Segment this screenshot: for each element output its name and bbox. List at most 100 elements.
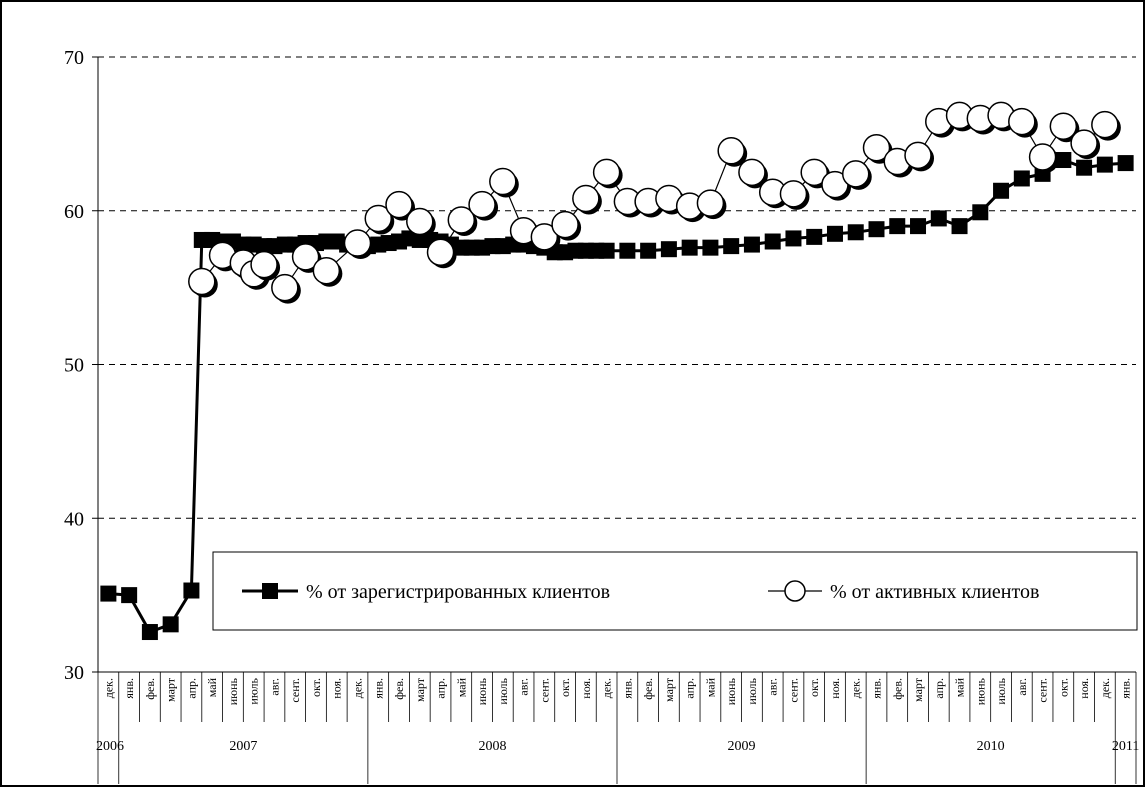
active-point: [530, 223, 559, 251]
active-point: [1028, 143, 1057, 171]
x-month-label: авг.: [517, 678, 531, 696]
registered-point: [1076, 159, 1093, 176]
active-point: [188, 267, 216, 296]
active-point: [1070, 129, 1098, 157]
registered-point: [1055, 152, 1072, 169]
y-tick-label: 70: [64, 47, 84, 69]
registered-point: [1096, 156, 1113, 173]
x-month-label: фев.: [641, 678, 655, 700]
active-point: [385, 190, 413, 219]
x-month-label: сент.: [786, 678, 800, 703]
active-point: [696, 189, 725, 217]
registered-point: [972, 204, 989, 221]
x-month-label: ноя.: [1077, 678, 1091, 699]
x-month-label: июль: [496, 677, 510, 704]
x-month-label: дек.: [600, 678, 614, 698]
x-month-label: май: [953, 677, 967, 697]
registered-point: [183, 582, 200, 599]
active-point: [779, 180, 808, 208]
registered-point: [743, 236, 760, 253]
x-month-label: апр.: [683, 678, 697, 699]
registered-point: [702, 239, 719, 256]
active-point: [250, 250, 278, 279]
active-point: [904, 141, 932, 170]
registered-point: [764, 233, 781, 250]
x-month-label: ноя.: [828, 678, 842, 699]
registered-point: [993, 182, 1010, 199]
active-point: [1091, 110, 1119, 139]
x-month-label: апр.: [184, 678, 198, 699]
x-month-label: янв.: [371, 678, 385, 699]
x-month-label: март: [911, 677, 925, 702]
registered-point: [889, 218, 906, 235]
x-month-label: июль: [994, 677, 1008, 704]
x-month-label: март: [662, 677, 676, 702]
x-month-label: дек.: [1098, 678, 1112, 698]
x-month-label: апр.: [434, 678, 448, 699]
x-month-label: сент.: [1036, 678, 1050, 703]
x-month-label: апр.: [932, 678, 946, 699]
x-month-label: дек.: [101, 678, 115, 698]
y-tick-label: 50: [64, 355, 84, 377]
registered-point: [598, 242, 615, 259]
registered-point: [723, 238, 740, 255]
active-point: [862, 133, 891, 162]
x-month-label: фев.: [392, 678, 406, 700]
x-month-label: июль: [745, 677, 759, 704]
registered-point: [806, 228, 823, 245]
x-month-label: авг.: [1015, 678, 1029, 696]
registered-point: [930, 210, 947, 227]
registered-point: [868, 221, 885, 238]
x-month-label: март: [164, 677, 178, 702]
registered-point: [121, 587, 138, 604]
x-month-label: окт.: [1056, 678, 1070, 697]
legend-box: [212, 551, 1138, 631]
registered-point: [681, 239, 698, 256]
x-month-label: фев.: [890, 678, 904, 700]
x-month-label: май: [205, 677, 219, 697]
active-point: [551, 210, 579, 239]
registered-point: [826, 225, 843, 242]
x-year-label: 2006: [96, 739, 124, 754]
registered-point: [640, 242, 657, 259]
x-month-label: авг.: [766, 678, 780, 696]
y-tick-label: 30: [64, 662, 84, 684]
x-month-label: сент.: [288, 678, 302, 703]
x-month-label: июнь: [226, 677, 240, 705]
x-month-label: авг.: [267, 678, 281, 696]
x-year-label: 2011: [1112, 739, 1139, 754]
active-point: [406, 207, 434, 236]
active-point: [800, 158, 828, 187]
registered-point: [162, 616, 179, 633]
x-year-label: 2007: [229, 739, 257, 754]
x-year-label: 2009: [728, 739, 756, 754]
x-month-label: ноя.: [579, 678, 593, 699]
registered-point: [910, 218, 927, 235]
registered-point: [951, 218, 968, 235]
x-month-label: дек.: [849, 678, 863, 698]
registered-point: [1013, 170, 1030, 187]
registered-point: [785, 230, 802, 247]
active-point: [426, 238, 455, 267]
x-month-label: янв.: [870, 678, 884, 699]
legend-registered-label: % от зарегистрированных клиентов: [306, 581, 610, 603]
x-year-label: 2008: [478, 739, 506, 754]
x-month-label: март: [413, 677, 427, 702]
active-point: [447, 206, 476, 234]
active-point: [468, 190, 496, 219]
registered-point: [660, 241, 677, 258]
active-point: [592, 158, 621, 187]
active-point: [738, 158, 766, 187]
active-point: [291, 243, 320, 271]
registered-point: [619, 242, 636, 259]
x-month-label: янв.: [1119, 678, 1133, 699]
active-point: [343, 229, 372, 257]
x-month-label: июнь: [724, 677, 738, 705]
x-month-label: ноя.: [330, 678, 344, 699]
x-month-label: дек.: [351, 678, 365, 698]
active-point: [271, 273, 299, 302]
registered-point: [1117, 155, 1134, 172]
x-month-label: сент.: [537, 678, 551, 703]
